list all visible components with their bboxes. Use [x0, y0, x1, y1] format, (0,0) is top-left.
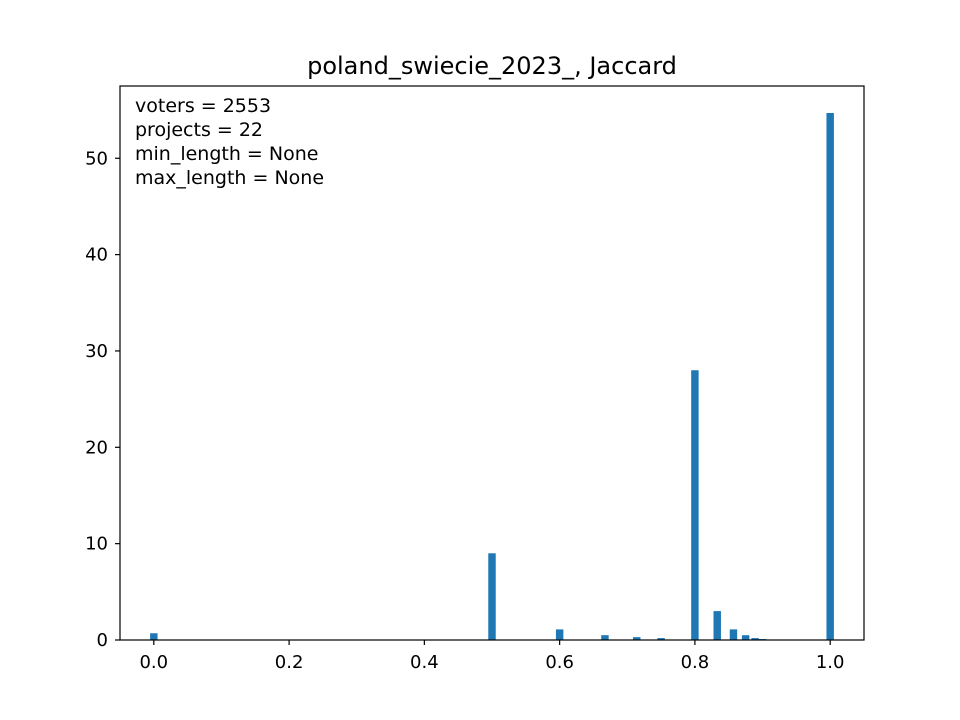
- y-tick-label-2: 20: [85, 437, 108, 458]
- bar-5: [601, 635, 609, 640]
- y-tick-label-4: 40: [85, 245, 108, 266]
- plot-frame: [119, 85, 865, 641]
- x-tick-label-5: 1.0: [816, 652, 845, 673]
- annotation-max-length: max_length = None: [135, 167, 324, 189]
- x-tick-label-1: 0.2: [275, 652, 304, 673]
- x-tick-label-0: 0.0: [139, 652, 168, 673]
- annotation-projects: projects = 22: [135, 119, 263, 141]
- bars-group: [150, 112, 834, 641]
- y-tick-label-1: 10: [85, 534, 108, 555]
- bar-8: [691, 370, 699, 640]
- chart-title: poland_swiecie_2023_, Jaccard: [307, 52, 677, 80]
- bar-10: [729, 629, 738, 640]
- bar-2: [488, 553, 496, 640]
- bar-7: [657, 638, 665, 640]
- bar-12: [751, 638, 759, 640]
- annotation-voters: voters = 2553: [135, 95, 271, 117]
- bar-0: [150, 633, 158, 640]
- y-axis: 0 10 20 30 40 50: [85, 148, 120, 651]
- x-tick-label-2: 0.4: [410, 652, 439, 673]
- y-tick-label-3: 30: [85, 341, 108, 362]
- bar-6: [633, 637, 641, 640]
- stats-annotation: voters = 2553 projects = 22 min_length =…: [135, 95, 324, 189]
- bar-9: [713, 611, 721, 640]
- x-axis: 0.0 0.2 0.4 0.6 0.8 1.0: [139, 640, 845, 673]
- bar-14: [826, 112, 834, 641]
- x-tick-label-4: 0.8: [681, 652, 710, 673]
- annotation-min-length: min_length = None: [135, 143, 318, 165]
- bar-11: [741, 635, 750, 640]
- y-tick-label-5: 50: [85, 148, 108, 169]
- bar-4: [555, 629, 564, 640]
- y-tick-label-0: 0: [97, 630, 108, 651]
- x-tick-label-3: 0.6: [545, 652, 574, 673]
